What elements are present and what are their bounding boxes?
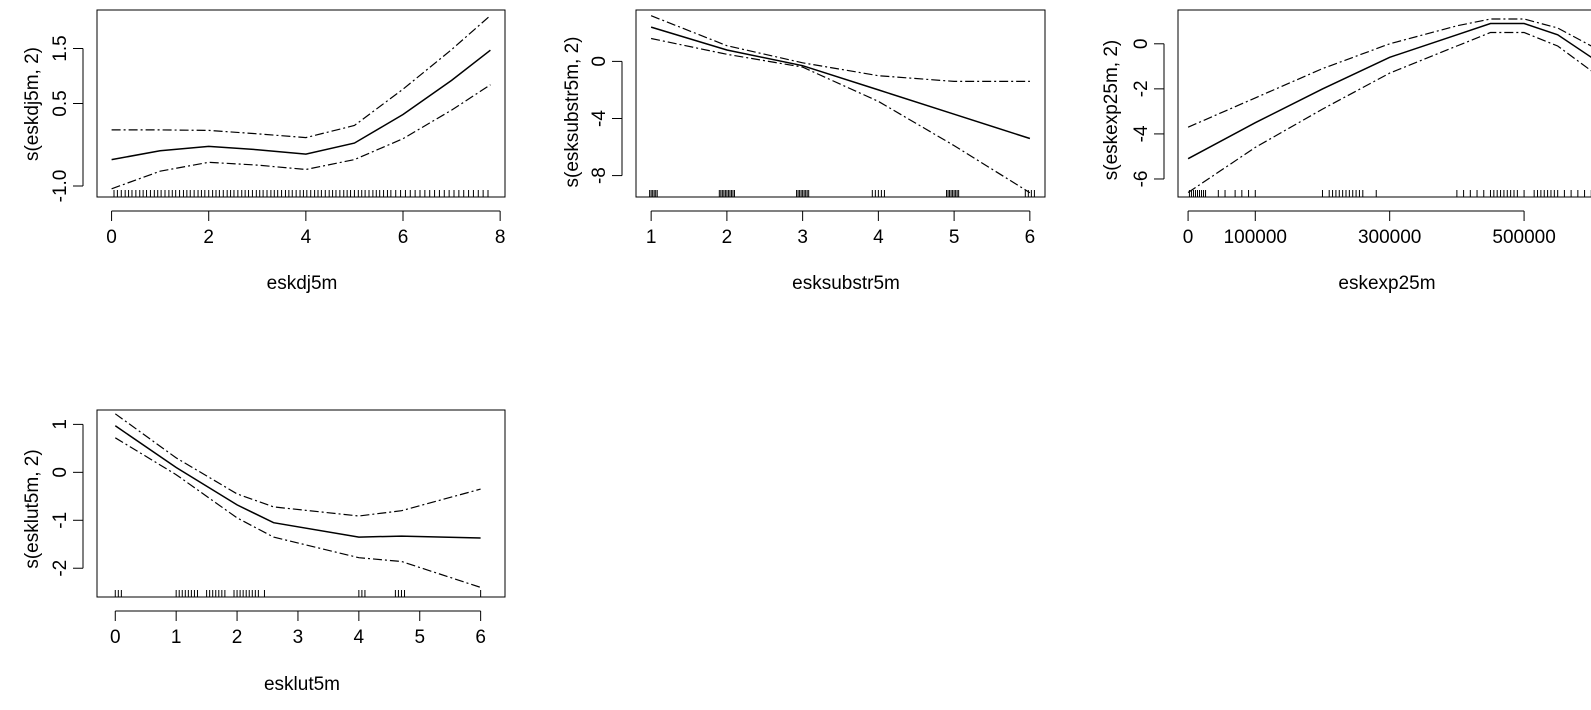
y-tick-label: 0.5: [50, 90, 71, 116]
x-tick-label: 2: [203, 227, 214, 248]
x-tick-label: 6: [1025, 227, 1036, 248]
x-tick-label: 4: [873, 227, 884, 248]
plot-frame: [635, 9, 1046, 198]
x-tick-label: 100000: [1224, 227, 1287, 248]
x-tick-label: 5: [949, 227, 960, 248]
y-tick-label: -1.0: [50, 170, 71, 203]
y-tick-label: -4: [1131, 125, 1152, 142]
panel-esklut5m: 0 1 2 3 4 5 6 1 0 -1 -2 esklut5m s(esklut5m, 2): [22, 409, 506, 695]
y-tick-label: 0: [589, 56, 610, 67]
plot-frame: [1177, 9, 1591, 198]
smooth-fit-line: [1187, 22, 1591, 160]
y-tick-label: 0: [50, 467, 71, 478]
x-tick-label: 300000: [1358, 227, 1421, 248]
x-tick-label: 4: [354, 627, 365, 648]
y-tick-label: -6: [1131, 171, 1152, 188]
x-tick-label: 0: [1183, 227, 1194, 248]
y-tick-label: 0: [1131, 39, 1152, 50]
plot-frame: [96, 9, 506, 198]
y-tick-label: -1: [50, 512, 71, 529]
smooth-fit-line: [111, 49, 491, 161]
x-axis-label: eskdj5m: [267, 273, 338, 294]
lower-band-line: [114, 437, 481, 588]
y-tick-label: -2: [50, 560, 71, 577]
y-tick-label: -8: [589, 167, 610, 184]
smooth-fit-line: [650, 26, 1031, 140]
x-tick-label: 1: [171, 627, 182, 648]
x-tick-label: 3: [797, 227, 808, 248]
x-tick-label: 8: [495, 227, 506, 248]
x-tick-label: 3: [293, 627, 304, 648]
upper-band-line: [650, 15, 1030, 82]
plot-marks: 0 2 4 6 8 -1.0 0.5 1.5: [50, 15, 506, 248]
x-tick-label: 4: [301, 227, 312, 248]
y-tick-label: 1: [50, 419, 71, 430]
panel-esksubstr5m: 1 2 3 4 5 6 0 -4 -8 esksubstr5m s(esksubstr5m, 2…: [562, 9, 1046, 294]
plot-marks: 0 1 2 3 4 5 6 1 0 -1 -2: [50, 413, 486, 648]
x-tick-label: 2: [232, 627, 243, 648]
x-tick-label: 2: [722, 227, 733, 248]
x-tick-label: 6: [475, 627, 486, 648]
plot-marks: 0 100000 300000 500000 0 -2 -4 -6: [1131, 18, 1591, 248]
lower-band-line: [111, 84, 491, 190]
x-tick-label: 5: [414, 627, 425, 648]
lower-band-line: [1187, 31, 1591, 193]
smooth-fit-line: [114, 425, 481, 539]
x-tick-label: 0: [110, 627, 121, 648]
upper-band-line: [114, 413, 481, 517]
y-axis-label: s(eskdj5m, 2): [22, 47, 43, 161]
x-tick-label: 6: [398, 227, 409, 248]
y-tick-label: 1.5: [50, 35, 71, 61]
x-axis-label: esklut5m: [264, 674, 340, 695]
y-axis-label: s(esksubstr5m, 2): [562, 37, 583, 188]
x-axis-label: esksubstr5m: [792, 273, 900, 294]
x-axis-label: eskexp25m: [1338, 273, 1435, 294]
plot-marks: 1 2 3 4 5 6 0 -4 -8: [589, 15, 1036, 248]
y-axis-label: s(esklut5m, 2): [22, 449, 43, 568]
x-tick-label: 1: [646, 227, 657, 248]
y-tick-label: -4: [589, 110, 610, 127]
upper-band-line: [1187, 18, 1591, 128]
panel-eskexp25m: 0 100000 300000 500000 0 -2 -4 -6 eskexp25m s(e…: [1101, 9, 1591, 294]
y-tick-label: -2: [1131, 80, 1152, 97]
x-tick-label: 0: [106, 227, 117, 248]
lower-band-line: [650, 37, 1031, 194]
upper-band-line: [111, 15, 491, 139]
plot-frame: [96, 409, 506, 598]
panel-eskdj5m: 0 2 4 6 8 -1.0 0.5 1.5 eskdj5m s(eskdj5m, 2): [22, 9, 506, 294]
y-axis-label: s(eskexp25m, 2): [1101, 40, 1122, 180]
x-tick-label: 500000: [1492, 227, 1555, 248]
